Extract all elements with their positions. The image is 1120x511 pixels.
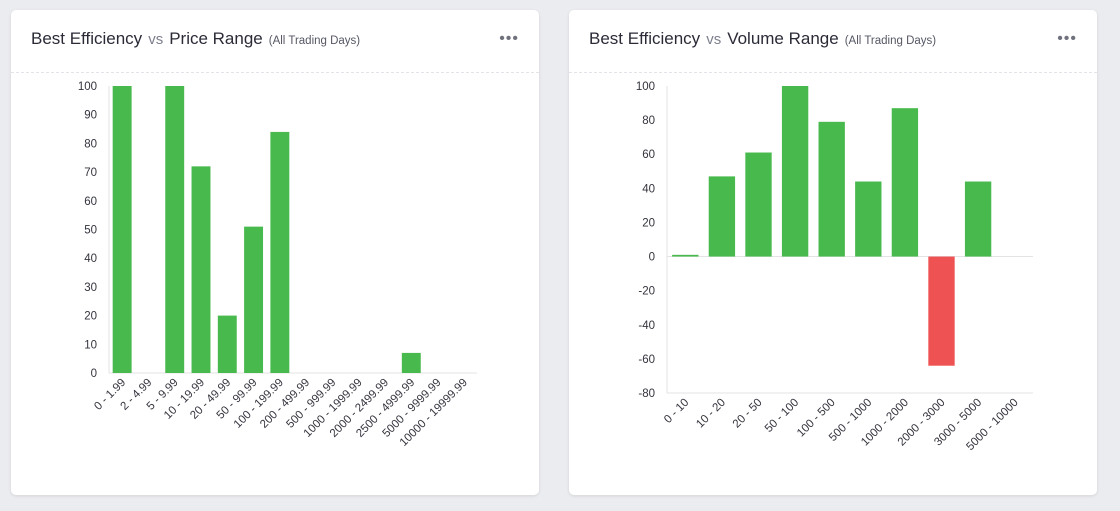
y-tick-label: 10 xyxy=(84,339,97,351)
y-tick-label: -20 xyxy=(638,286,655,298)
title-subtitle: (All Trading Days) xyxy=(844,35,937,47)
bar[interactable] xyxy=(112,86,132,373)
y-tick-label: 60 xyxy=(84,196,97,208)
y-tick-label: 40 xyxy=(642,183,655,195)
title-range: Price Range xyxy=(169,29,263,48)
y-tick-label: 90 xyxy=(84,110,97,122)
y-tick-label: -40 xyxy=(638,320,655,332)
bar[interactable] xyxy=(672,254,699,257)
bar[interactable] xyxy=(244,226,264,373)
x-tick-label: 20 - 50 xyxy=(731,397,765,431)
y-tick-label: -60 xyxy=(638,354,655,366)
y-tick-label: 60 xyxy=(642,149,655,161)
y-tick-label: 40 xyxy=(84,253,97,265)
bar[interactable] xyxy=(217,315,237,373)
bar[interactable] xyxy=(818,121,845,257)
x-tick-label: 10 - 20 xyxy=(694,397,728,431)
bar[interactable] xyxy=(928,256,955,366)
ellipsis-icon[interactable]: ••• xyxy=(499,30,519,47)
title-subtitle: (All Trading Days) xyxy=(268,35,361,47)
title-vs: vs xyxy=(706,31,722,48)
bar[interactable] xyxy=(165,86,185,373)
card-title: Best Efficiency vs Volume Range (All Tradin… xyxy=(589,29,936,49)
title-vs: vs xyxy=(148,31,164,48)
volume-range-chart: -80 -60 -40 -20 0 20 40 60 80 100 0 - 10 10 - 20 20 … xyxy=(636,81,1033,453)
y-tick-label: -80 xyxy=(638,388,655,400)
y-tick-label: 20 xyxy=(642,217,655,229)
card-header: Best Efficiency vs Volume Range (All Tradin… xyxy=(569,10,1097,73)
y-tick-label: 80 xyxy=(642,115,655,127)
y-tick-label: 0 xyxy=(649,252,655,264)
price-range-card: Best Efficiency vs Price Range (All Trading… xyxy=(11,10,539,495)
y-tick-label: 0 xyxy=(91,368,97,380)
bar[interactable] xyxy=(401,352,421,373)
bar[interactable] xyxy=(891,108,919,257)
bar[interactable] xyxy=(781,86,809,257)
ellipsis-icon[interactable]: ••• xyxy=(1057,30,1077,47)
y-tick-label: 100 xyxy=(78,81,97,93)
bar[interactable] xyxy=(191,166,211,373)
title-range: Volume Range xyxy=(727,29,839,48)
x-tick-label: 0 - 10 xyxy=(662,397,691,426)
y-tick-label: 20 xyxy=(84,311,97,323)
card-header: Best Efficiency vs Price Range (All Trading… xyxy=(11,10,539,73)
title-main: Best Efficiency xyxy=(589,29,701,48)
bar[interactable] xyxy=(270,131,290,373)
volume-range-card: Best Efficiency vs Volume Range (All Tradin… xyxy=(569,10,1097,495)
bar[interactable] xyxy=(745,152,772,257)
bar[interactable] xyxy=(855,181,882,257)
y-tick-label: 30 xyxy=(84,282,97,294)
bar[interactable] xyxy=(708,176,736,257)
card-title: Best Efficiency vs Price Range (All Trading… xyxy=(31,29,360,49)
title-main: Best Efficiency xyxy=(31,29,143,48)
y-tick-label: 100 xyxy=(636,81,655,93)
bar[interactable] xyxy=(964,181,992,257)
y-tick-label: 50 xyxy=(84,225,97,237)
y-tick-label: 80 xyxy=(84,138,97,150)
y-tick-label: 70 xyxy=(84,167,97,179)
